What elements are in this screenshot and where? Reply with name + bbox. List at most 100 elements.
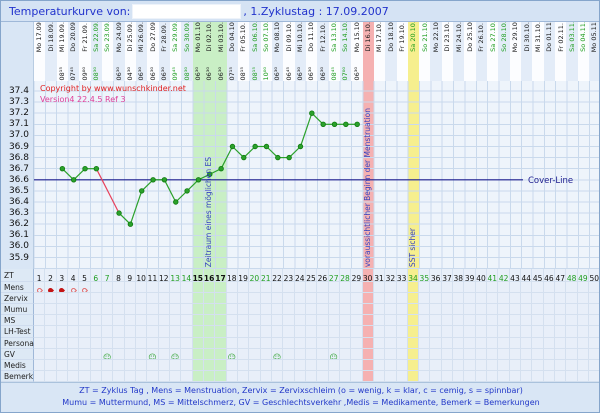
mens-cell bbox=[464, 282, 476, 294]
gv-cell: ☺ bbox=[101, 348, 114, 360]
zt-cell: 12 bbox=[158, 269, 170, 282]
lh-test-cell bbox=[362, 326, 374, 338]
lh-test-cell bbox=[147, 326, 159, 338]
date-cell-label: Mo 05.11. bbox=[590, 22, 599, 52]
zt-cell: 6 bbox=[90, 269, 102, 282]
date-cell: Do 27.09. bbox=[147, 22, 159, 53]
date-cell-label: Fr 02.11. bbox=[556, 23, 565, 52]
lh-test-cell bbox=[464, 326, 476, 338]
y-axis-tick: 36.2 bbox=[8, 219, 29, 230]
time-cell-label: 08¹⁵ bbox=[239, 66, 248, 80]
bemerk-cell bbox=[407, 370, 420, 382]
lh-test-cell bbox=[90, 326, 102, 338]
time-cell-label: 04³⁰ bbox=[126, 66, 135, 80]
date-cell-label: Mo 15.10. bbox=[352, 22, 361, 52]
zervix-cell bbox=[101, 293, 114, 305]
mumu-cell bbox=[362, 304, 374, 316]
persona-cell bbox=[362, 337, 374, 349]
medis-cell bbox=[101, 359, 114, 371]
mumu-cell bbox=[509, 304, 522, 316]
zt-number: 12 bbox=[159, 274, 169, 282]
mumu-cell bbox=[589, 304, 599, 316]
zt-number: 34 bbox=[408, 274, 418, 282]
time-cell bbox=[509, 53, 522, 81]
date-cell-label: So 30.09. bbox=[182, 22, 191, 52]
persona-cell bbox=[260, 337, 272, 349]
zervix-cell bbox=[147, 293, 159, 305]
time-cell bbox=[589, 53, 599, 81]
mumu-cell bbox=[192, 304, 204, 316]
zervix-cell bbox=[509, 293, 522, 305]
zervix-cell bbox=[135, 293, 148, 305]
y-axis-tick: 36.0 bbox=[8, 241, 29, 252]
gv-smiley-icon: ☺ bbox=[102, 352, 112, 360]
mumu-cell bbox=[249, 304, 261, 316]
mens-cell bbox=[79, 282, 91, 294]
bemerk-cell bbox=[113, 370, 125, 382]
time-cell: 06³⁰ bbox=[351, 53, 363, 81]
time-cell bbox=[396, 53, 408, 81]
mens-cell bbox=[430, 282, 442, 294]
zt-cell: 9 bbox=[124, 269, 136, 282]
mens-cell bbox=[158, 282, 170, 294]
time-cell bbox=[555, 53, 567, 81]
gv-cell bbox=[317, 348, 329, 360]
date-cell: Do 01.11. bbox=[543, 22, 556, 53]
time-cell: 06³⁰ bbox=[294, 53, 306, 81]
zt-cell: 41 bbox=[487, 269, 499, 282]
bemerk-cell bbox=[135, 370, 148, 382]
mens-cell bbox=[521, 282, 533, 294]
gv-cell bbox=[373, 348, 386, 360]
zt-cell: 32 bbox=[385, 269, 397, 282]
zervix-cell bbox=[79, 293, 91, 305]
date-cell: Sa 06.10. bbox=[249, 22, 261, 53]
zt-cell: 23 bbox=[283, 269, 295, 282]
gv-cell bbox=[181, 348, 193, 360]
medis-cell bbox=[260, 359, 272, 371]
y-axis-tick: 36.1 bbox=[8, 230, 29, 241]
date-cell-label: Fr 21.09. bbox=[80, 23, 89, 52]
mens-cell bbox=[135, 282, 148, 294]
mumu-cell bbox=[215, 304, 227, 316]
persona-cell bbox=[226, 337, 238, 349]
lh-test-cell bbox=[283, 326, 295, 338]
zt-number: 5 bbox=[82, 274, 87, 282]
zt-cell: 31 bbox=[373, 269, 386, 282]
date-cell-label: Sa 03.11. bbox=[567, 22, 576, 52]
date-cell: Mi 24.10. bbox=[453, 22, 465, 53]
mumu-cell bbox=[79, 304, 91, 316]
zt-cell: 21 bbox=[260, 269, 272, 282]
ms-cell bbox=[498, 315, 510, 327]
time-cell-label: 09⁴⁵ bbox=[171, 66, 180, 80]
name-input[interactable] bbox=[132, 3, 242, 19]
date-cell-label: Do 11.10. bbox=[307, 22, 316, 52]
gv-smiley-icon: ☺ bbox=[272, 352, 282, 360]
gv-cell bbox=[339, 348, 352, 360]
zt-number: 14 bbox=[181, 274, 192, 282]
zt-number: 31 bbox=[374, 274, 384, 282]
bemerk-cell bbox=[192, 370, 204, 382]
time-cell-label: 07⁴⁵ bbox=[69, 66, 78, 80]
zt-number: 35 bbox=[419, 274, 430, 282]
medis-cell bbox=[45, 359, 57, 371]
medis-cell bbox=[249, 359, 261, 371]
gv-cell: ☺ bbox=[169, 348, 182, 360]
mens-cell bbox=[555, 282, 567, 294]
lh-test-cell bbox=[430, 326, 442, 338]
zervix-cell bbox=[351, 293, 363, 305]
medis-cell bbox=[305, 359, 318, 371]
date-cell-label: Sa 06.10. bbox=[250, 22, 259, 52]
zt-number: 27 bbox=[328, 274, 339, 282]
date-cell: So 04.11. bbox=[577, 22, 590, 53]
zervix-cell bbox=[294, 293, 306, 305]
mens-cell bbox=[589, 282, 599, 294]
lh-test-cell bbox=[385, 326, 397, 338]
time-cell-label: 06⁴⁵ bbox=[284, 66, 293, 80]
lh-test-cell bbox=[169, 326, 182, 338]
mumu-cell bbox=[498, 304, 510, 316]
ms-cell bbox=[260, 315, 272, 327]
date-cell: Mi 19.09. bbox=[56, 22, 68, 53]
mumu-cell bbox=[124, 304, 136, 316]
zt-number: 8 bbox=[116, 274, 121, 282]
